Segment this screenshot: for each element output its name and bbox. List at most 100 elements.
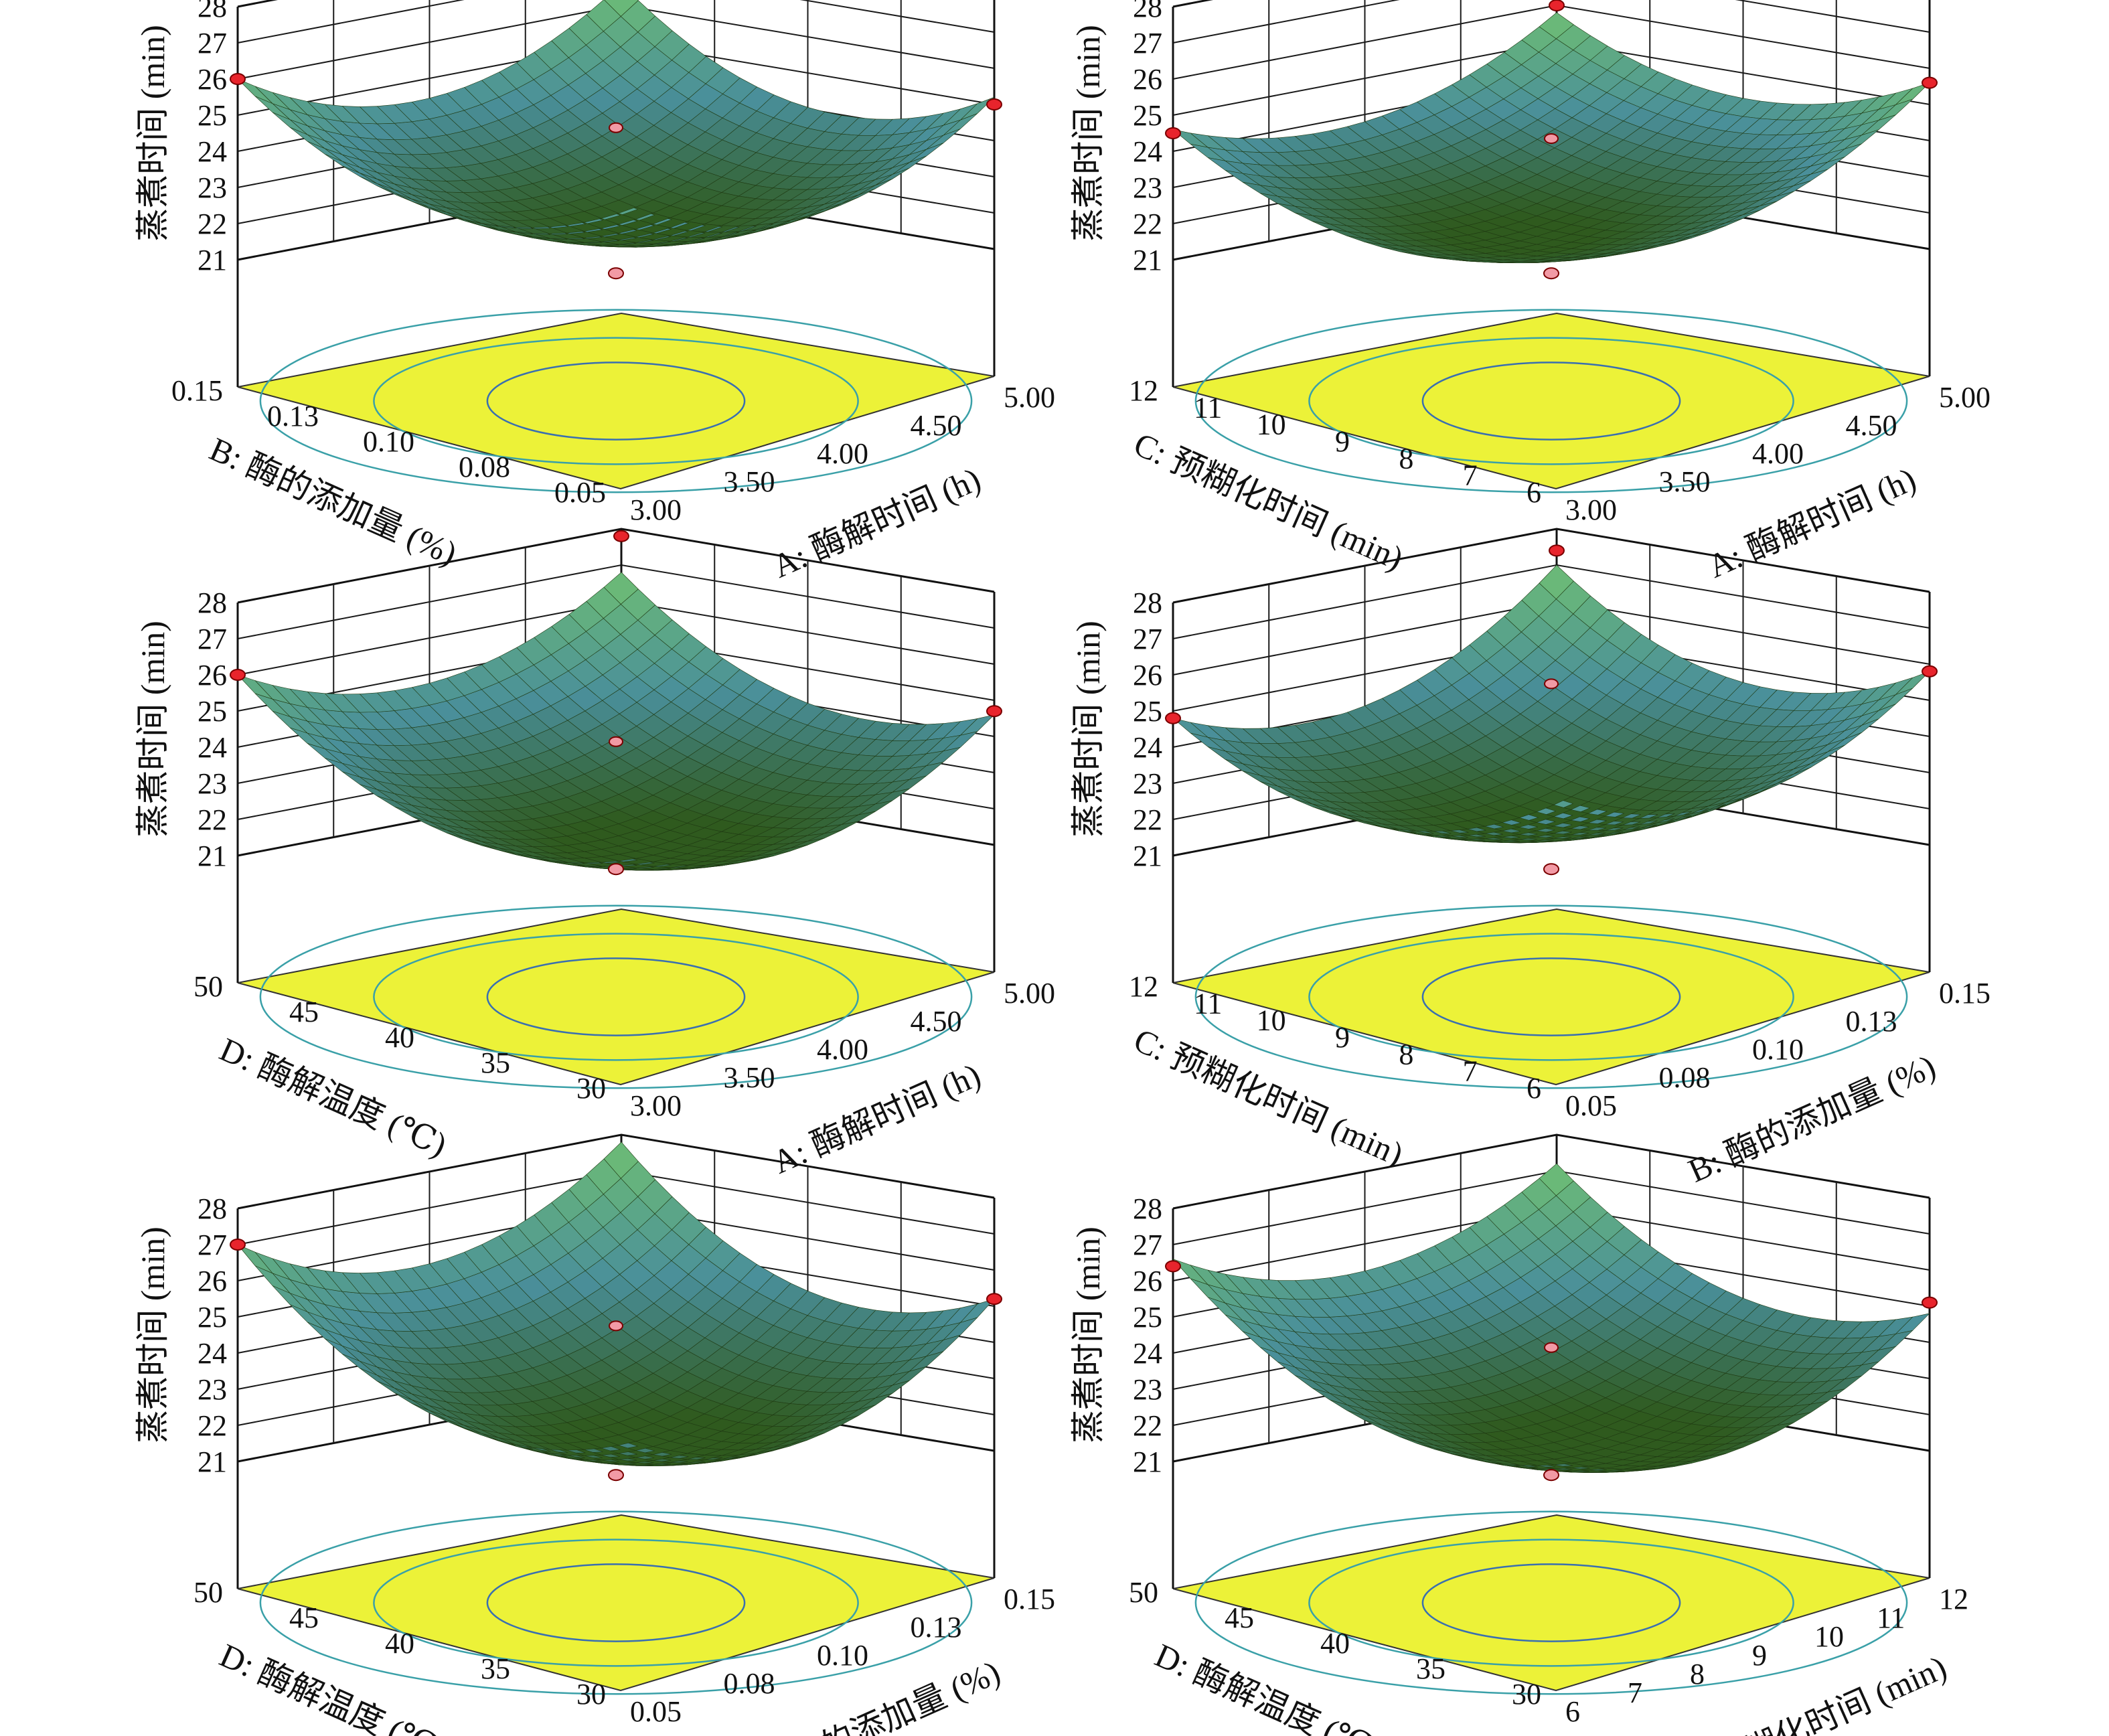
design-point (986, 98, 1002, 110)
contour-line (1194, 309, 1908, 493)
z-tick-label: 21 (198, 840, 227, 872)
left-axis-tick: 6 (1527, 1072, 1541, 1105)
contour-line (1308, 1538, 1794, 1667)
design-point (1922, 76, 1938, 89)
z-tick-label: 21 (1133, 244, 1162, 277)
contour-line (259, 1510, 973, 1695)
design-point (1543, 1469, 1559, 1482)
left-axis-tick: 0.13 (267, 400, 319, 432)
z-tick-label: 26 (1133, 659, 1162, 692)
right-axis-tick: 4.00 (817, 437, 868, 470)
left-axis-tick: 7 (1463, 459, 1478, 492)
right-axis-tick: 7 (1628, 1676, 1642, 1709)
z-tick-label: 21 (1133, 1445, 1162, 1478)
left-axis-tick: 8 (1399, 1038, 1413, 1071)
contour-line (1308, 933, 1794, 1061)
right-axis-tick: 4.00 (1752, 437, 1804, 470)
right-axis-tick: 0.05 (630, 1695, 682, 1728)
design-point (1544, 1342, 1559, 1353)
z-tick-label: 26 (1133, 1265, 1162, 1297)
design-point (609, 1320, 623, 1332)
left-axis-tick: 30 (576, 1678, 606, 1711)
design-point (1165, 1260, 1181, 1273)
left-axis-tick: 0.15 (171, 374, 223, 407)
z-tick-label: 28 (198, 0, 227, 23)
left-axis-tick: 45 (1225, 1601, 1254, 1634)
z-axis-title: 蒸煮时间 (min) (1069, 621, 1107, 838)
left-axis-tick: 50 (1129, 1576, 1158, 1609)
design-point (230, 669, 246, 681)
right-axis-tick: 5.00 (1004, 381, 1055, 414)
left-axis-title: B: 酶的添加量 (%) (204, 430, 463, 572)
left-axis-tick: 50 (193, 970, 223, 1003)
z-tick-label: 27 (1133, 1229, 1162, 1261)
z-tick-label: 25 (1133, 695, 1162, 728)
z-tick-label: 23 (1133, 1373, 1162, 1406)
design-point (613, 530, 629, 542)
z-axis-title: 蒸煮时间 (min) (134, 1227, 171, 1443)
design-point (1165, 127, 1181, 139)
right-axis-tick: 10 (1814, 1620, 1844, 1653)
z-gridline (1172, 0, 1930, 44)
z-axis-title: 蒸煮时间 (min) (1069, 25, 1107, 242)
contour-line (1194, 904, 1908, 1089)
design-point (1922, 665, 1938, 678)
design-point (1165, 712, 1181, 724)
z-tick-label: 21 (198, 1445, 227, 1478)
z-tick-label: 21 (198, 244, 227, 277)
z-tick-label: 24 (198, 731, 227, 764)
contour-line (1421, 1563, 1681, 1642)
z-tick-label: 24 (1133, 731, 1162, 764)
contour-line (259, 904, 973, 1089)
z-tick-label: 24 (198, 135, 227, 168)
surface-patch (237, 674, 273, 700)
z-tick-label: 26 (198, 1265, 227, 1297)
left-axis-tick: 30 (576, 1072, 606, 1105)
z-tick-label: 22 (1133, 803, 1162, 836)
contour-line (1421, 957, 1681, 1036)
left-axis-tick: 10 (1257, 408, 1286, 441)
left-axis-tick: 10 (1257, 1004, 1286, 1037)
left-axis-title: D: 酶解温度 (℃) (1150, 1636, 1388, 1736)
right-axis-tick: 3.50 (724, 1061, 775, 1094)
design-point (1544, 133, 1559, 144)
right-axis-tick: 6 (1565, 1695, 1580, 1728)
right-axis-tick: 4.50 (911, 1005, 962, 1038)
left-axis-tick: 11 (1194, 391, 1222, 424)
contour-line (373, 337, 859, 465)
design-point (609, 122, 623, 133)
left-axis-tick: 11 (1194, 987, 1222, 1020)
left-axis-tick: 12 (1129, 374, 1158, 407)
z-tick-label: 26 (1133, 63, 1162, 96)
left-axis-title: C: 预糊化时间 (min) (1129, 1021, 1409, 1173)
design-point (986, 1293, 1002, 1306)
left-axis-tick: 7 (1463, 1055, 1478, 1088)
design-point (230, 73, 246, 85)
left-axis-title: C: 预糊化时间 (min) (1129, 425, 1409, 577)
contour-line (486, 1563, 746, 1642)
design-point (1549, 0, 1565, 11)
z-tick-label: 27 (198, 27, 227, 60)
right-axis-tick: 0.15 (1939, 977, 1990, 1010)
contour-line (259, 309, 973, 493)
response-surface (237, 1141, 995, 1467)
left-axis-tick: 6 (1527, 476, 1541, 509)
z-tick-label: 24 (1133, 1337, 1162, 1370)
z-tick-label: 22 (1133, 208, 1162, 240)
z-tick-label: 28 (1133, 1192, 1162, 1225)
z-tick-label: 22 (198, 1409, 227, 1442)
right-axis-tick: 0.10 (1752, 1033, 1804, 1066)
z-tick-label: 28 (198, 1192, 227, 1225)
surface-patch (237, 1244, 273, 1274)
z-tick-label: 28 (198, 586, 227, 619)
left-axis-title: D: 酶解温度 (℃) (214, 1030, 453, 1164)
contour-line (486, 362, 746, 441)
z-axis-title: 蒸煮时间 (min) (1069, 1227, 1107, 1443)
z-tick-label: 27 (198, 623, 227, 655)
right-axis-tick: 0.13 (911, 1611, 962, 1644)
left-axis-tick: 0.05 (554, 476, 606, 509)
response-surface (237, 0, 995, 248)
